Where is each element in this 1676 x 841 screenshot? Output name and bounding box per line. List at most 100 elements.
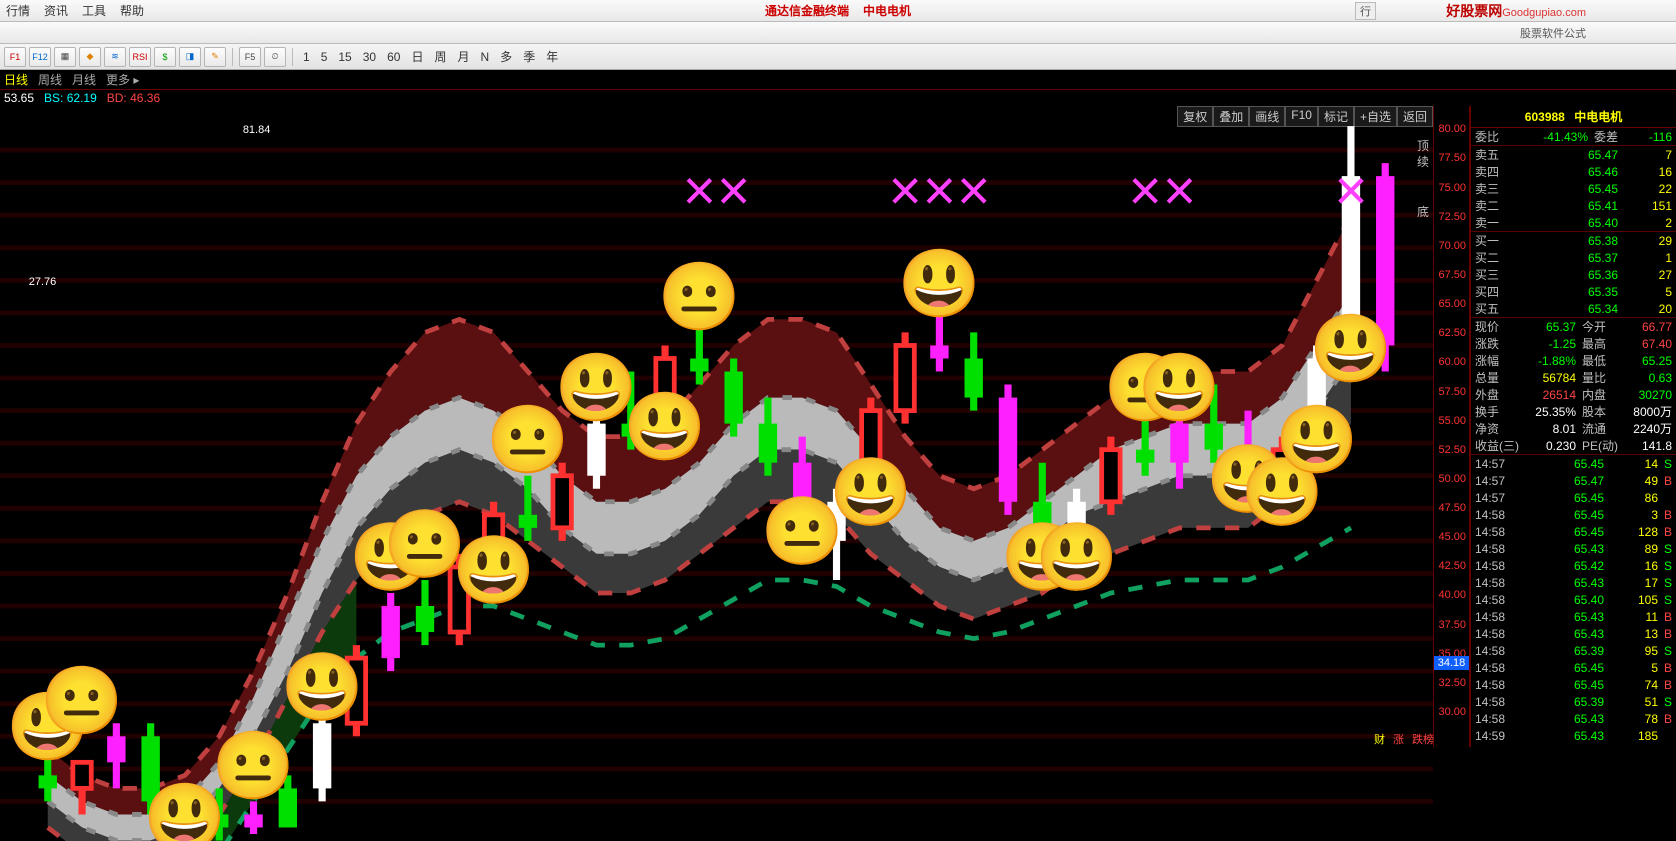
price-tick: 72.50 <box>1438 211 1466 223</box>
period-月[interactable]: 月 <box>453 47 473 67</box>
footer-die[interactable]: 跌榜 <box>1412 731 1434 747</box>
footer-zhang[interactable]: 涨 <box>1393 731 1404 747</box>
period-多[interactable]: 多 <box>496 47 516 67</box>
price-tick: 32.50 <box>1438 677 1466 689</box>
period-1[interactable]: 1 <box>299 47 314 67</box>
tab-月线[interactable]: 月线 <box>72 71 96 88</box>
stat-row: 涨幅-1.88%最低65.25 <box>1471 352 1676 369</box>
chart-indicator-header: 53.65 BS: 62.19 BD: 46.36 <box>0 90 1676 106</box>
stat-row: 收益(三)0.230PE(动)141.8 <box>1471 437 1676 454</box>
trade-row: 14:5765.4586 <box>1471 489 1676 506</box>
stat-row: 净资8.01流通2240万 <box>1471 420 1676 437</box>
menu-news[interactable]: 资讯 <box>44 2 68 19</box>
period-60[interactable]: 60 <box>383 47 404 67</box>
toolbar-icon-8[interactable]: ✎ <box>204 47 226 67</box>
svg-text:😃: 😃 <box>1275 403 1358 478</box>
period-日[interactable]: 日 <box>407 47 427 67</box>
bid-row: 买三65.3627 <box>1471 266 1676 283</box>
svg-text:×: × <box>1334 159 1367 223</box>
chart-area[interactable]: 复权叠加画线F10标记+自选返回 😃😐😃😐😃😃😐😃😐😃😃😐😐😃😃😃😃😐😃😃😃😃😃… <box>0 106 1434 747</box>
trade-row: 14:5865.4389S <box>1471 540 1676 557</box>
low-price-label: 27.76 <box>29 276 57 288</box>
period-5[interactable]: 5 <box>317 47 332 67</box>
stat-row: 换手25.35%股本8000万 <box>1471 403 1676 420</box>
footer-cai[interactable]: 财 <box>1374 731 1385 747</box>
svg-text:😃: 😃 <box>1309 312 1392 387</box>
period-季[interactable]: 季 <box>519 47 539 67</box>
svg-text:😐: 😐 <box>212 728 295 803</box>
bid-row: 买四65.355 <box>1471 283 1676 300</box>
period-N[interactable]: N <box>477 47 494 67</box>
svg-text:😃: 😃 <box>829 455 912 530</box>
price-axis: 80.0077.5075.0072.5070.0067.5065.0062.50… <box>1434 106 1470 747</box>
svg-text:😃: 😃 <box>623 390 706 465</box>
indicator-bs: 62.19 <box>67 91 97 105</box>
weibi-row: 委比 -41.43% 委差 -116 <box>1471 128 1676 145</box>
stock-header: 603988 中电电机 <box>1471 106 1676 128</box>
toolbar-icon-7[interactable]: ◨ <box>179 47 201 67</box>
toolbar-icon-2[interactable]: ▦ <box>54 47 76 67</box>
f5-btn[interactable]: F5 <box>239 47 261 67</box>
svg-text:×: × <box>888 159 921 223</box>
stock-name: 中电电机 <box>1574 110 1622 124</box>
stat-row: 现价65.37今开66.77 <box>1471 318 1676 335</box>
menu-bar: 行情 资讯 工具 帮助 通达信金融终端中电电机 行 好股票网Goodgupiao… <box>0 0 1676 22</box>
toolbar-icon-1[interactable]: F12 <box>29 47 51 67</box>
trade-row: 14:5865.453B <box>1471 506 1676 523</box>
toolbar-icon-4[interactable]: ≋ <box>104 47 126 67</box>
toolbar-icon-0[interactable]: F1 <box>4 47 26 67</box>
bid-row: 买一65.3829 <box>1471 232 1676 249</box>
kline-chart[interactable]: 😃😐😃😐😃😃😐😃😐😃😃😐😐😃😃😃😃😐😃😃😃😃😃×××××××× <box>0 124 1433 841</box>
formula-link[interactable]: 股票软件公式 <box>1520 25 1586 41</box>
menu-help[interactable]: 帮助 <box>120 2 144 19</box>
menu-tools[interactable]: 工具 <box>82 2 106 19</box>
trade-row: 14:5865.4216S <box>1471 557 1676 574</box>
price-tick: 57.50 <box>1438 386 1466 398</box>
price-tick: 50.00 <box>1438 473 1466 485</box>
top-right-btn[interactable]: 行 <box>1355 2 1376 20</box>
svg-text:😃: 😃 <box>1138 351 1221 426</box>
svg-text:😐: 😐 <box>40 663 123 738</box>
trade-row: 14:5865.45128B <box>1471 523 1676 540</box>
svg-text:×: × <box>683 159 716 223</box>
price-tick: 47.50 <box>1438 502 1466 514</box>
svg-text:×: × <box>1128 159 1161 223</box>
toolbar-icon-5[interactable]: RSI <box>129 47 151 67</box>
price-tick: 62.50 <box>1438 327 1466 339</box>
ask-row: 卖二65.41151 <box>1471 197 1676 214</box>
tab-周线[interactable]: 周线 <box>38 71 62 88</box>
menu-quotes[interactable]: 行情 <box>6 2 30 19</box>
toolbar-icon-3[interactable]: ◆ <box>79 47 101 67</box>
period-30[interactable]: 30 <box>359 47 380 67</box>
band-label-bot: 底 <box>1417 203 1429 220</box>
indicator-bd: 46.36 <box>130 91 160 105</box>
trade-row: 14:5865.3995S <box>1471 642 1676 659</box>
period-周[interactable]: 周 <box>430 47 450 67</box>
t-btn[interactable]: ⏲ <box>264 47 286 67</box>
trade-row: 14:5865.4313B <box>1471 625 1676 642</box>
svg-text:😃: 😃 <box>898 246 981 321</box>
price-tick: 70.00 <box>1438 240 1466 252</box>
trade-row: 14:5865.4317S <box>1471 574 1676 591</box>
trade-row: 14:5765.4514S <box>1471 455 1676 472</box>
weicha-val: -116 <box>1624 130 1672 144</box>
svg-text:×: × <box>957 159 990 223</box>
price-tick: 55.00 <box>1438 415 1466 427</box>
toolbar: F1F12▦◆≋RSI$◨✎F5⏲15153060日周月N多季年 <box>0 44 1676 70</box>
price-tick: 67.50 <box>1438 269 1466 281</box>
price-tick: 60.00 <box>1438 356 1466 368</box>
period-年[interactable]: 年 <box>542 47 562 67</box>
period-15[interactable]: 15 <box>334 47 355 67</box>
svg-text:😃: 😃 <box>452 533 535 608</box>
stat-row: 外盘26514内盘30270 <box>1471 386 1676 403</box>
toolbar-icon-6[interactable]: $ <box>154 47 176 67</box>
window-title: 通达信金融终端中电电机 <box>765 2 911 19</box>
svg-text:😐: 😐 <box>658 259 741 334</box>
price-tick: 80.00 <box>1438 123 1466 135</box>
tab-日线[interactable]: 日线 <box>4 71 28 88</box>
stat-row: 总量56784量比0.63 <box>1471 369 1676 386</box>
quote-side-panel: 603988 中电电机 委比 -41.43% 委差 -116 卖五65.477卖… <box>1470 106 1676 747</box>
watermark: 好股票网Goodgupiao.com <box>1446 1 1586 21</box>
tab-more[interactable]: 更多 ▸ <box>106 71 139 88</box>
current-price-marker: 34.18 <box>1434 656 1469 670</box>
